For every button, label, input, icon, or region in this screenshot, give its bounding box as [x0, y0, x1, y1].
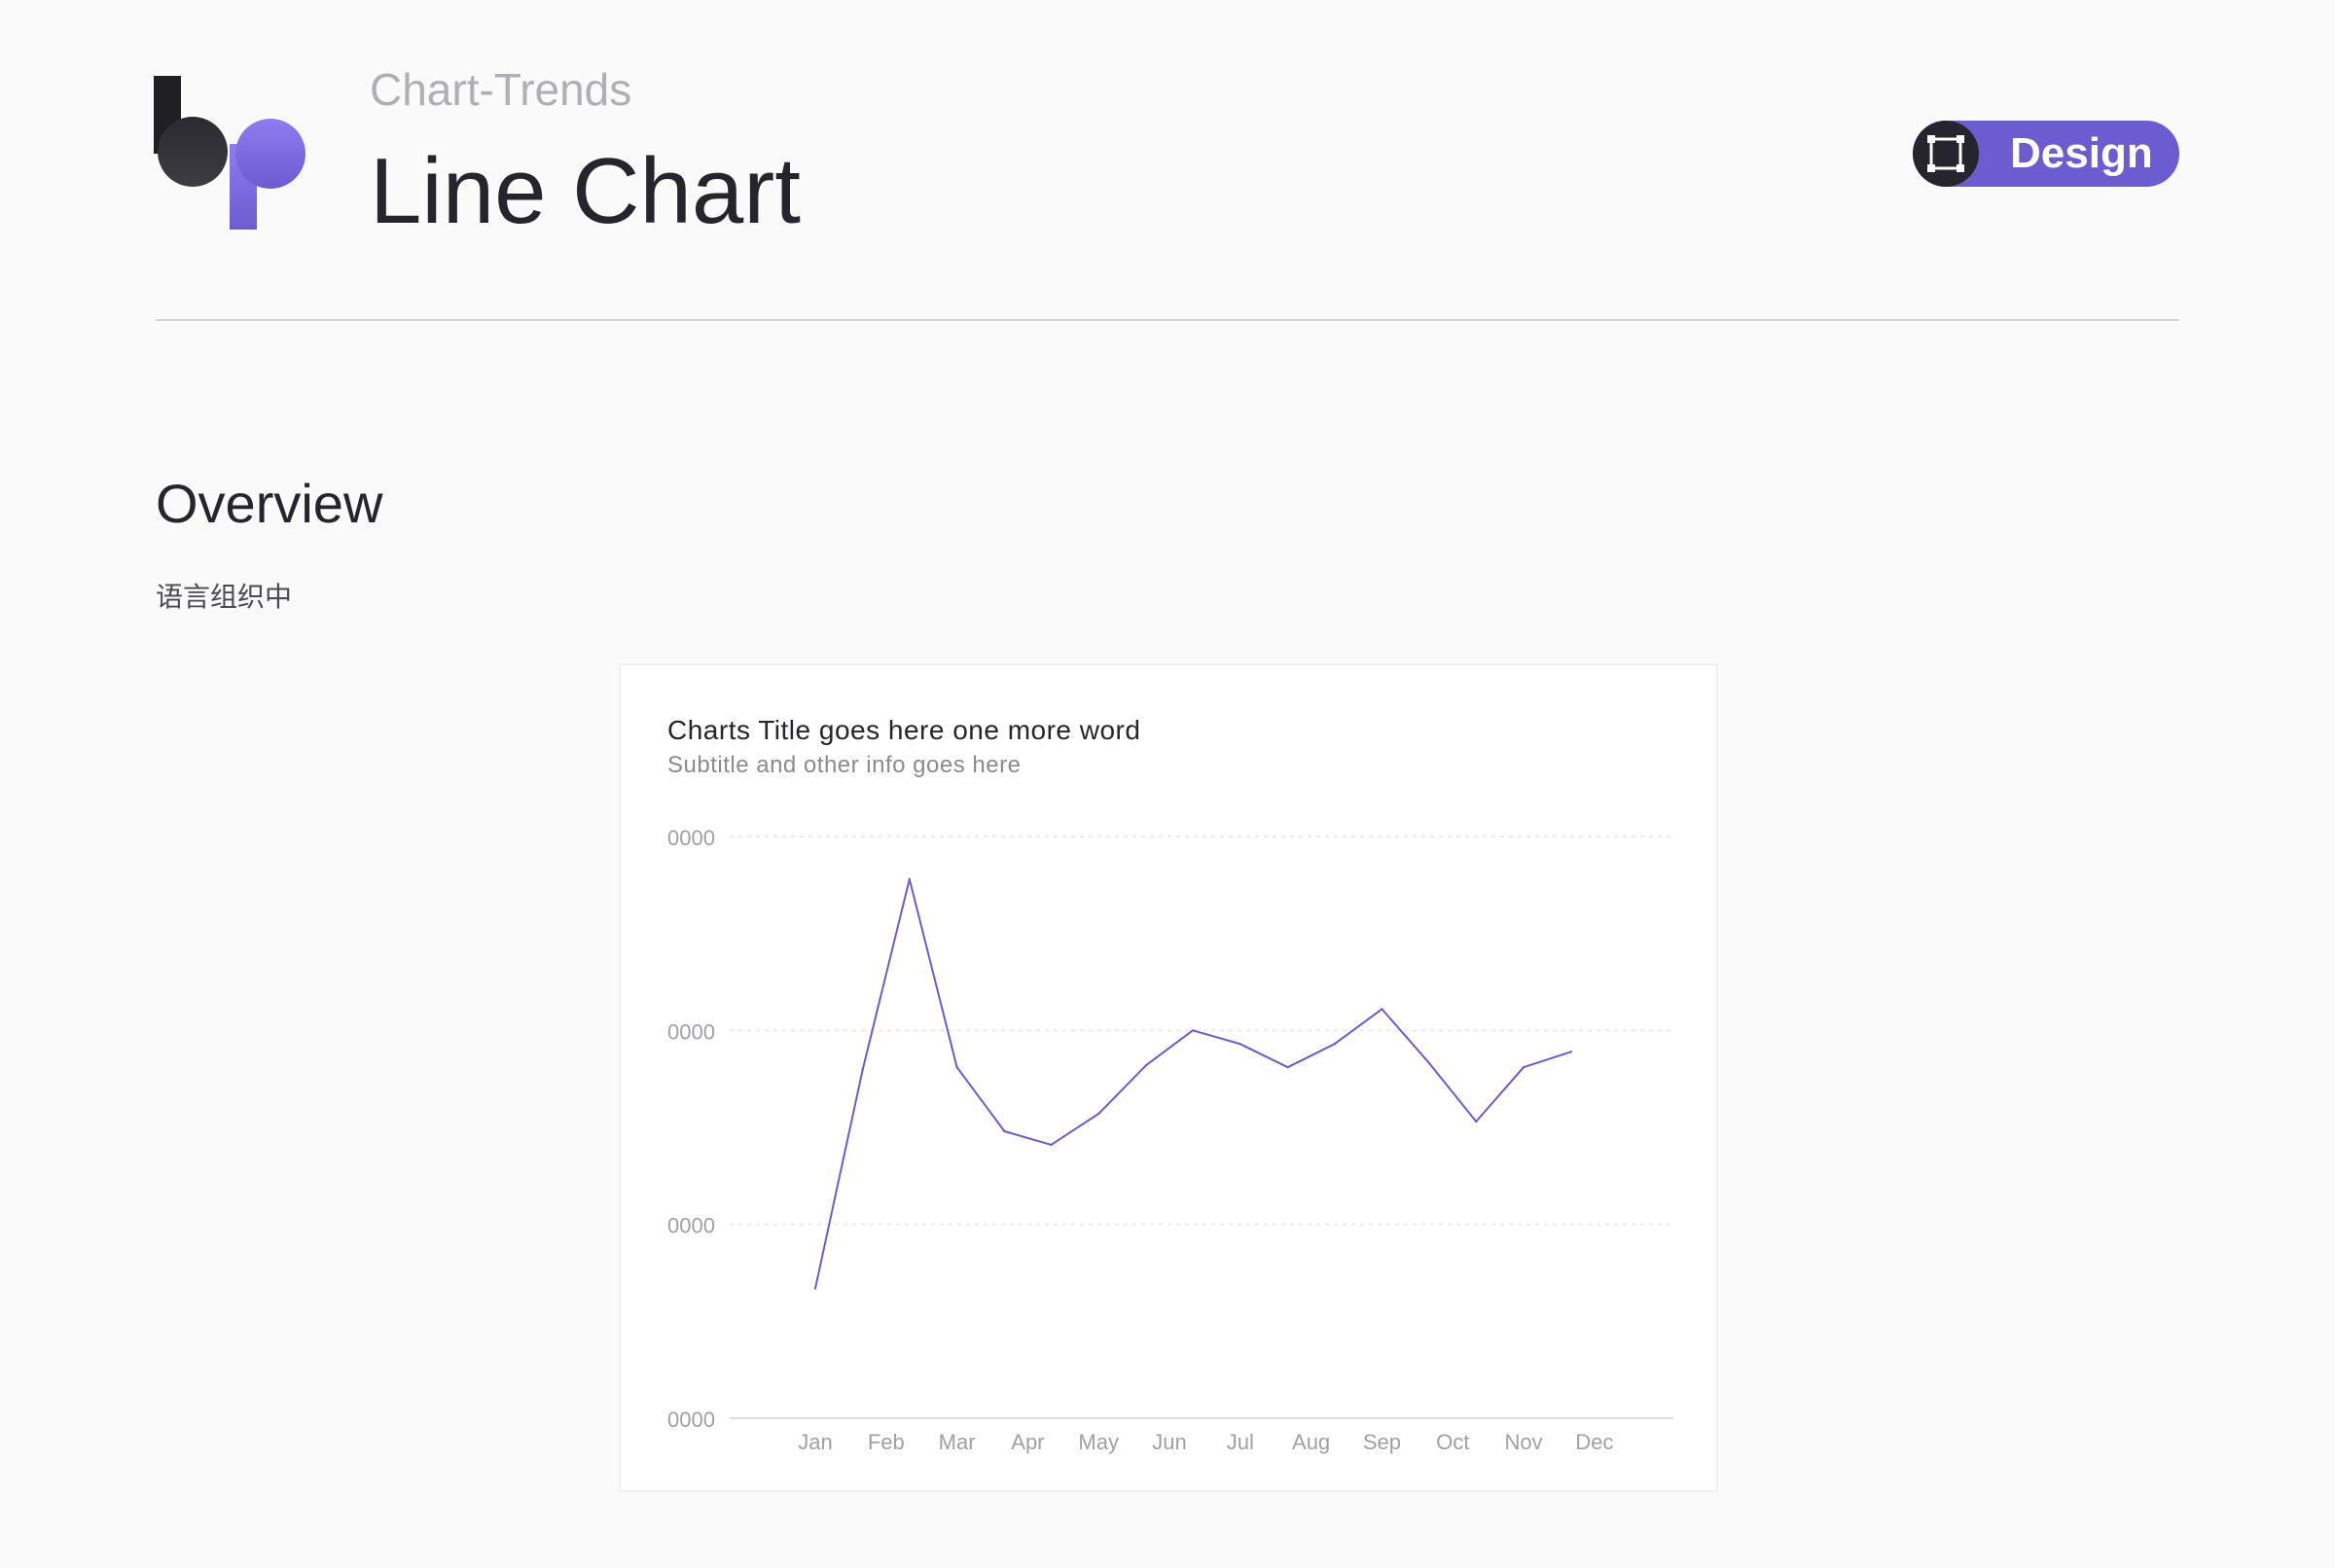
- chart-card: Charts Title goes here one more word Sub…: [619, 663, 1718, 1492]
- data-point: [1239, 1043, 1241, 1046]
- design-badge[interactable]: Design: [1913, 121, 2179, 187]
- x-tick-label: Oct: [1436, 1430, 1469, 1454]
- data-point: [1191, 1029, 1195, 1032]
- data-point: [1381, 1008, 1383, 1011]
- overview-text: 语言组织中: [156, 581, 293, 613]
- x-tick-label: Jul: [1227, 1430, 1254, 1454]
- x-tick-label: Feb: [868, 1430, 905, 1454]
- y-tick-label: 0000: [667, 1214, 715, 1238]
- x-tick-label: Sep: [1363, 1430, 1401, 1454]
- chart-title: Charts Title goes here one more word: [667, 715, 1141, 745]
- x-tick-label: Dec: [1575, 1430, 1613, 1454]
- x-tick-label: Apr: [1011, 1430, 1044, 1454]
- data-point: [1522, 1066, 1526, 1069]
- data-point: [955, 1066, 958, 1069]
- data-point: [1569, 1051, 1572, 1053]
- frame-icon: [1913, 121, 1979, 187]
- x-tick-label: Nov: [1504, 1430, 1542, 1454]
- data-point: [1003, 1129, 1006, 1133]
- x-tick-label: Jun: [1152, 1430, 1186, 1454]
- data-point: [1333, 1043, 1336, 1046]
- data-point: [1050, 1143, 1053, 1147]
- data-point: [1475, 1120, 1478, 1123]
- chart-subtitle: Subtitle and other info goes here: [667, 752, 1022, 778]
- badge-label: Design: [2010, 129, 2153, 177]
- series-line: [814, 877, 1572, 1289]
- y-tick-label: 0000: [667, 1019, 715, 1044]
- data-point: [1144, 1064, 1148, 1067]
- x-tick-label: Aug: [1292, 1430, 1330, 1454]
- header-divider: [156, 319, 2179, 321]
- data-point: [1427, 1062, 1431, 1065]
- line-chart: 0000 0000 0000 0000 Jan Feb Mar Apr May Jun Jul Aug…: [667, 826, 1673, 1454]
- page-title: Line Chart: [370, 139, 801, 243]
- data-point: [1286, 1066, 1289, 1069]
- data-point: [908, 877, 912, 881]
- data-point: [813, 1287, 817, 1290]
- x-tick-label: Mar: [939, 1430, 976, 1454]
- bp-logo-icon: [154, 76, 305, 230]
- page-kicker: Chart-Trends: [370, 64, 632, 115]
- y-tick-label: 0000: [667, 826, 715, 850]
- data-point: [861, 1068, 864, 1071]
- data-point: [1097, 1112, 1100, 1116]
- x-tick-label: Jan: [798, 1430, 832, 1454]
- x-tick-label: May: [1078, 1430, 1119, 1454]
- overview-heading: Overview: [156, 473, 383, 534]
- y-tick-label: 0000: [667, 1408, 715, 1432]
